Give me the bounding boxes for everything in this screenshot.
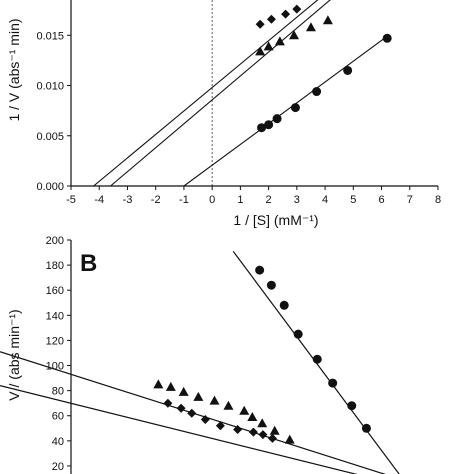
chart-b-point-diamond — [267, 433, 277, 443]
chart-b-point-diamond — [200, 415, 210, 425]
chart-b-y-tick-label: 80 — [52, 386, 64, 398]
chart-a-x-tick-label: 3 — [294, 194, 300, 206]
chart-b-point-diamond — [248, 427, 258, 437]
chart-a-x-tick-label: 0 — [209, 194, 215, 206]
chart-a-point-diamond — [281, 9, 291, 19]
chart-a-x-tick-label: -4 — [94, 194, 104, 206]
chart-b-panel-letter: B — [80, 250, 97, 277]
chart-b-point-diamond — [215, 421, 225, 431]
chart-a-point-circle — [382, 33, 392, 43]
chart-b-point-triangle — [223, 400, 234, 410]
chart-a-fit-lines — [93, 0, 388, 186]
chart-a-point-triangle — [255, 46, 266, 56]
chart-b-point-triangle — [153, 379, 164, 389]
chart-a-x-tick-label: -5 — [66, 194, 76, 206]
chart-b-y-tick-label: 20 — [52, 461, 64, 473]
chart-a-ylabel: 1 / V (abs⁻¹ min) — [6, 18, 22, 121]
chart-b-point-triangle — [193, 391, 204, 401]
chart-a-x-tick-label: 8 — [435, 194, 441, 206]
chart-b-point-triangle — [284, 434, 295, 444]
chart-b-tick-labels: 20 40 60 80 100 120 140 160 180 200 — [46, 235, 64, 473]
chart-a-point-triangle — [289, 30, 300, 40]
chart-b-y-tick-label: 40 — [52, 436, 64, 448]
chart-b-point-diamond — [187, 408, 197, 418]
chart-a-point-triangle — [305, 22, 316, 32]
chart-b-point-diamond — [163, 398, 173, 408]
chart-a-x-tick-label: 7 — [407, 194, 413, 206]
chart-a-point-triangle — [274, 36, 285, 46]
chart-b-y-tick-label: 140 — [46, 310, 64, 322]
chart-b-point-diamond — [233, 425, 243, 435]
chart-b-ylabel: V / (abs min⁻¹) — [6, 309, 22, 400]
chart-a-x-tick-label: 6 — [378, 194, 384, 206]
chart-a-point-circle — [264, 120, 274, 130]
chart-a-y-tick-label: 0.000 — [36, 181, 64, 193]
chart-a: -5 -4 -3 -2 -1 0 1 2 3 4 5 6 7 80.0000.0050.0100.015 … — [6, 0, 441, 228]
chart-b-y-tick-label: 160 — [46, 285, 64, 297]
chart-a-x-tick-label: 4 — [322, 194, 328, 206]
chart-b-point-triangle — [178, 386, 189, 396]
chart-b-point-circle — [293, 329, 303, 339]
chart-b-point-circle — [347, 401, 357, 411]
chart-a-point-triangle — [322, 15, 333, 25]
chart-b-point-triangle — [257, 418, 268, 428]
chart-a-point-circle — [312, 87, 322, 97]
chart-b-point-triangle — [239, 405, 250, 415]
chart-a-tick-labels: -5 -4 -3 -2 -1 0 1 2 3 4 5 6 7 8 0.000 0.005 0.010 0.015 — [36, 30, 441, 206]
chart-a-fit-line-circle — [183, 35, 388, 186]
chart-b-fit-line-diamond — [0, 385, 358, 474]
chart-a-point-circle — [257, 123, 267, 133]
chart-a-x-tick-label: -3 — [123, 194, 133, 206]
chart-b-point-circle — [361, 423, 371, 433]
chart-a-y-tick-label: 0.005 — [36, 131, 64, 143]
chart-a-point-diamond — [266, 14, 276, 24]
chart-a-axes — [67, 0, 439, 190]
chart-b-point-triangle — [209, 395, 220, 405]
chart-a-point-triangle — [263, 41, 274, 51]
chart-b-y-tick-label: 60 — [52, 411, 64, 423]
chart-b-y-tick-label: 180 — [46, 260, 64, 272]
chart-b-point-circle — [255, 265, 265, 275]
chart-b-point-triangle — [247, 412, 258, 421]
chart-b-axes — [67, 239, 72, 474]
chart-b-point-circle — [279, 300, 289, 310]
chart-b-point-circle — [312, 354, 322, 364]
chart-a-y-tick-label: 0.015 — [36, 30, 64, 42]
chart-a-point-circle — [290, 103, 300, 113]
chart-a-xlabel: 1 / [S] (mM⁻¹) — [233, 212, 318, 228]
chart-b: 20 40 60 80 100 120 140 160 180 200 B V / (abs mi… — [0, 235, 400, 474]
chart-a-point-diamond — [255, 19, 265, 29]
chart-b-y-tick-label: 100 — [46, 361, 64, 373]
chart-a-fit-line-diamond — [93, 0, 319, 186]
chart-b-point-triangle — [269, 425, 280, 435]
chart-b-point-diamond — [176, 403, 186, 413]
chart-a-point-circle — [272, 114, 282, 124]
chart-a-point-circle — [343, 65, 353, 75]
chart-a-x-tick-label: -1 — [179, 194, 189, 206]
chart-b-point-triangle — [165, 381, 176, 391]
chart-b-y-tick-label: 120 — [46, 335, 64, 347]
chart-a-x-tick-label: 1 — [237, 194, 243, 206]
chart-b-point-diamond — [258, 430, 268, 440]
chart-a-points — [255, 4, 392, 133]
chart-a-y-tick-label: 0.010 — [36, 81, 64, 93]
chart-b-point-circle — [266, 280, 276, 290]
chart-a-x-tick-label: -2 — [151, 194, 161, 206]
chart-b-point-circle — [328, 378, 338, 388]
chart-a-fit-line-triangle — [110, 0, 331, 186]
chart-a-x-tick-label: 5 — [350, 194, 356, 206]
chart-a-point-diamond — [292, 4, 302, 14]
chart-b-y-tick-label: 200 — [46, 235, 64, 247]
chart-b-points — [153, 265, 371, 444]
chart-a-x-tick-label: 2 — [266, 194, 272, 206]
